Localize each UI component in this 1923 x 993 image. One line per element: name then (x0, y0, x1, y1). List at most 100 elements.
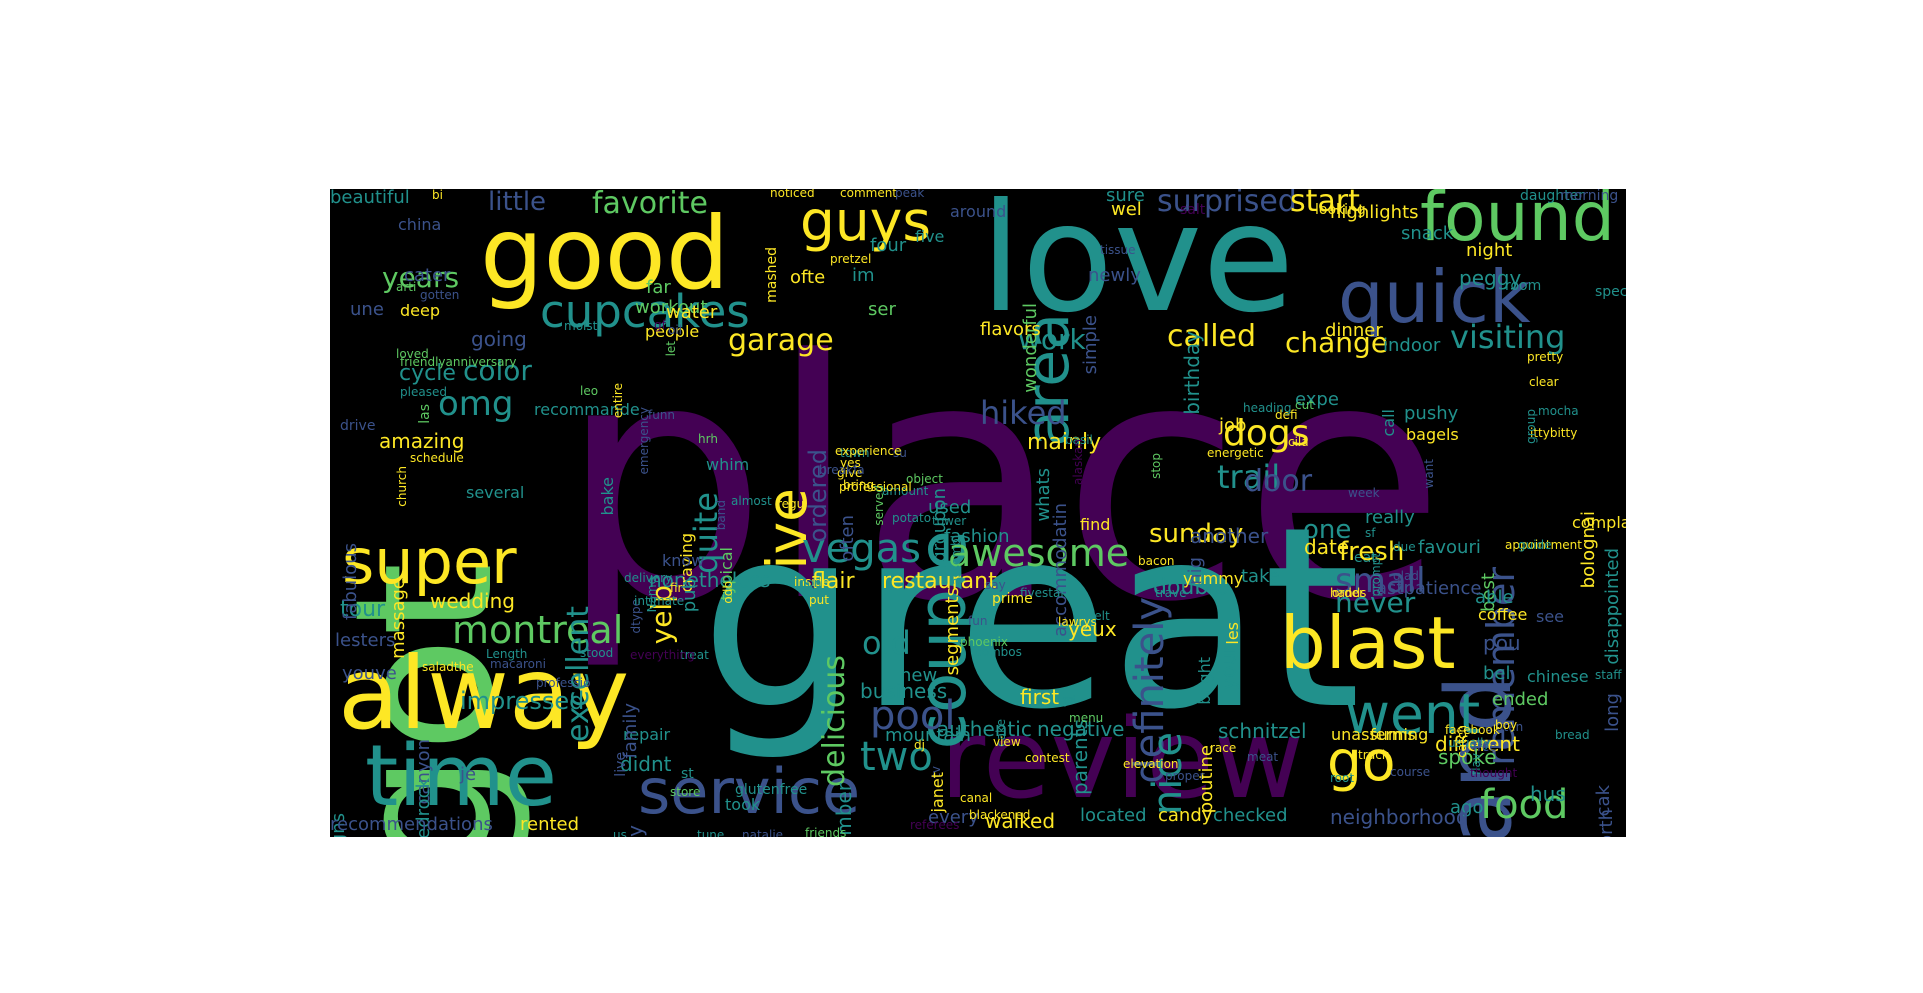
word-snack: snack (1401, 223, 1454, 244)
word-room: room (1505, 278, 1542, 294)
word-moist: moist (564, 319, 598, 333)
word-dj: dj (914, 738, 925, 752)
word-leo: leo (580, 384, 599, 398)
word-go: go (1327, 729, 1396, 793)
word-bring: bring (843, 478, 875, 492)
word-color: color (463, 354, 532, 387)
word-yeux: yeux (1068, 617, 1117, 641)
word-les: les (1223, 622, 1242, 645)
word-usually: usually (1448, 736, 1491, 750)
word-garage: garage (728, 323, 834, 358)
word-salt: salt (1180, 202, 1206, 218)
word-comment: comment (840, 189, 898, 200)
word-know: know (662, 551, 705, 570)
word-cloud: placegreatgotlovereviewhusbandalwaygoodt… (330, 189, 1626, 837)
word-dinner: dinner (1325, 320, 1383, 341)
word-macaroni: macaroni (490, 657, 546, 671)
word-band: band (714, 500, 728, 531)
word-highlights: highlights (1330, 202, 1419, 223)
word-quick: quick (1338, 255, 1531, 339)
word-professio: professio (536, 676, 591, 690)
word-hus: hus (1530, 782, 1566, 806)
word-bread: bread (1555, 728, 1590, 742)
word-authentic: authentic (937, 717, 1032, 741)
word-long: long (1602, 692, 1623, 732)
word-amazing: amazing (379, 429, 465, 453)
word-morning: morning (1560, 189, 1619, 204)
word-wonderful: wonderful (1020, 302, 1041, 393)
word-two: two (860, 734, 933, 780)
word-complaining: complaining (1572, 513, 1626, 532)
word-alaskan: alaskan (1071, 439, 1085, 486)
word-bagels: bagels (1406, 425, 1459, 444)
word-week: week (1348, 486, 1380, 500)
word-impressed: impressed (460, 687, 585, 715)
word-mountain: mountain (885, 725, 971, 746)
word-took: took (725, 795, 761, 814)
word-mocha: mocha (1538, 404, 1579, 418)
word-contest: contest (1025, 751, 1070, 765)
word-energetic: energetic (1207, 446, 1264, 460)
word-gluten: gluten (1485, 720, 1524, 734)
word-stood: stood (580, 646, 614, 660)
word-trave: trave (1155, 586, 1187, 600)
word-fashion: fashion (944, 526, 1010, 547)
word-schedule: schedule (410, 451, 464, 465)
word-four: four (870, 235, 907, 256)
word-parents: parents (1068, 719, 1092, 795)
word-schnitzel: schnitzel (1218, 719, 1307, 743)
word-prime: prime (992, 591, 1033, 607)
word-candy: candy (1158, 805, 1213, 826)
word-clear: clear (1529, 375, 1559, 389)
word-repair: repair (623, 725, 671, 744)
word-great: great (700, 473, 1362, 764)
word-went: went (1345, 682, 1481, 746)
word-drive: drive (340, 418, 376, 434)
word-water: water (666, 302, 718, 323)
word-us: us (613, 828, 627, 837)
word-im: im (852, 265, 875, 286)
word-yummy: yummy (1183, 569, 1244, 588)
word-free: free (1473, 740, 1497, 754)
word-facebook: facebook (1445, 723, 1500, 737)
word-spoke: spoke (1438, 745, 1497, 769)
word-recommande: recommande (534, 400, 640, 419)
word-wel: wel (1111, 199, 1142, 220)
word-gf: gf (654, 318, 666, 332)
word-entire: entire (611, 383, 625, 419)
word-odb: odb (721, 581, 735, 604)
word-massage: massage (388, 577, 409, 659)
word-favorite: favorite (592, 189, 708, 221)
word-cut: cut (1295, 398, 1314, 412)
word-omg: omg (438, 384, 514, 424)
word-church: church (395, 466, 409, 508)
word-tower: tower (932, 514, 967, 528)
word-new: new (900, 665, 938, 686)
word-truck: truck (1358, 748, 1389, 762)
word-sf: sf (1365, 526, 1376, 540)
word-one: one (1303, 515, 1352, 545)
word-ser: ser (868, 299, 896, 320)
word-vegas: vegas (802, 526, 922, 572)
word-restaurant: restaurant (882, 569, 997, 594)
word-say: say (985, 578, 1006, 592)
word-janet: janet (928, 772, 947, 813)
word-checked: checked (1213, 805, 1288, 826)
word-date: date (1304, 535, 1350, 559)
word-stop: stop (1149, 453, 1163, 480)
word-special: special (1595, 284, 1626, 300)
word-love: love (980, 189, 1295, 346)
word-first: first (1020, 685, 1060, 709)
word-tune: tune (697, 828, 725, 837)
word-emergency: emergency (637, 407, 651, 475)
word-une: une (350, 299, 384, 320)
word-su: su (893, 446, 907, 460)
word-cater: cater (404, 265, 451, 286)
word-pretzel: pretzel (830, 252, 872, 266)
word-rd: rd (1063, 693, 1076, 707)
word-indoor: indoor (1383, 335, 1441, 356)
word-located: located (1080, 805, 1147, 826)
word-ittybitty: ittybitty (1530, 426, 1578, 440)
word-menu: menu (1069, 711, 1104, 725)
word-natalie: natalie (742, 828, 784, 837)
